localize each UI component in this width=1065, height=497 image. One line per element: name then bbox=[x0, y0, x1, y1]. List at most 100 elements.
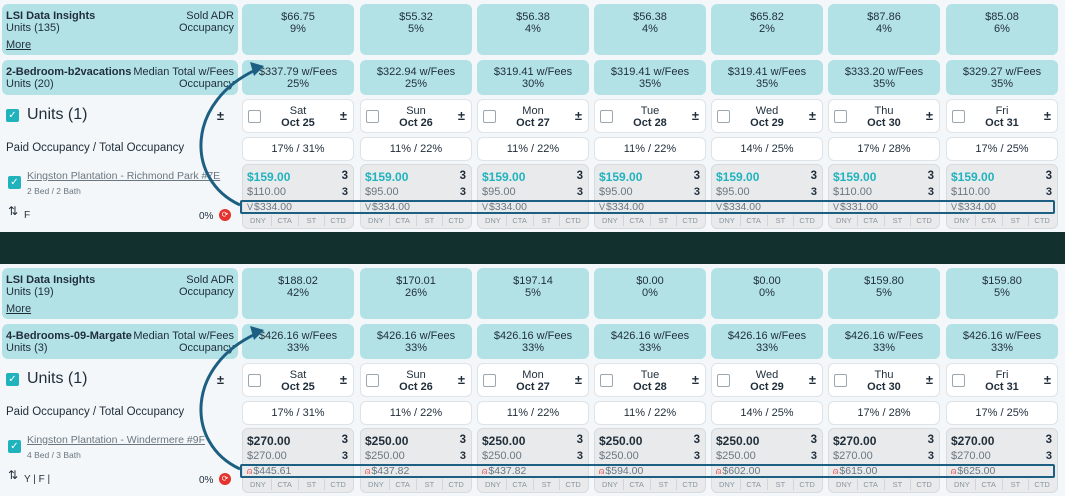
expand-day-icon[interactable]: ± bbox=[457, 108, 465, 123]
date-header-cell[interactable]: Tue Oct 28 ± bbox=[594, 363, 706, 397]
restriction-dny[interactable]: DNY bbox=[714, 479, 741, 490]
date-header-cell[interactable]: Mon Oct 27 ± bbox=[477, 99, 589, 133]
restriction-st[interactable]: ST bbox=[299, 215, 326, 226]
restriction-st[interactable]: ST bbox=[417, 215, 444, 226]
rate-cell[interactable]: $270.00 3 $270.00 3 ⍝$615.00 DNY CTA ST CTD bbox=[828, 428, 940, 493]
nightly-price[interactable]: $270.00 bbox=[247, 434, 291, 448]
restriction-cta[interactable]: CTA bbox=[390, 215, 417, 226]
rate-cell[interactable]: $159.00 3 $95.00 3 V$334.00 DNY CTA ST CTD bbox=[477, 164, 589, 229]
nightly-price[interactable]: $159.00 bbox=[247, 170, 291, 184]
restriction-st[interactable]: ST bbox=[417, 479, 444, 490]
restriction-st[interactable]: ST bbox=[1003, 479, 1030, 490]
expand-day-icon[interactable]: ± bbox=[808, 108, 816, 123]
date-header-cell[interactable]: Wed Oct 29 ± bbox=[711, 363, 823, 397]
sync-icon[interactable]: ⟳ bbox=[219, 209, 231, 221]
restriction-st[interactable]: ST bbox=[651, 215, 678, 226]
date-header-cell[interactable]: Sat Oct 25 ± bbox=[242, 363, 354, 397]
restriction-st[interactable]: ST bbox=[534, 479, 561, 490]
nightly-price[interactable]: $159.00 bbox=[716, 170, 760, 184]
date-checkbox[interactable] bbox=[366, 110, 379, 123]
property-name-link[interactable]: Kingston Plantation - Richmond Park #7E bbox=[27, 170, 221, 182]
expand-day-icon[interactable]: ± bbox=[574, 108, 582, 123]
min-price[interactable]: $95.00 bbox=[365, 186, 399, 198]
restriction-ctd[interactable]: CTD bbox=[682, 480, 698, 489]
restriction-cta[interactable]: CTA bbox=[390, 479, 417, 490]
restriction-dny[interactable]: DNY bbox=[245, 215, 272, 226]
date-header-cell[interactable]: Sun Oct 26 ± bbox=[360, 363, 472, 397]
restriction-cta[interactable]: CTA bbox=[858, 479, 885, 490]
date-header-cell[interactable]: Tue Oct 28 ± bbox=[594, 99, 706, 133]
more-link[interactable]: More bbox=[6, 39, 32, 51]
restriction-dny[interactable]: DNY bbox=[597, 479, 624, 490]
restriction-dny[interactable]: DNY bbox=[245, 479, 272, 490]
rate-cell[interactable]: $250.00 3 $250.00 3 ⍝$437.82 DNY CTA ST CTD bbox=[477, 428, 589, 493]
restriction-ctd[interactable]: CTD bbox=[565, 480, 581, 489]
nightly-price[interactable]: $159.00 bbox=[365, 170, 409, 184]
restriction-dny[interactable]: DNY bbox=[949, 215, 976, 226]
nightly-price[interactable]: $270.00 bbox=[951, 434, 995, 448]
rate-cell[interactable]: $250.00 3 $250.00 3 ⍝$594.00 DNY CTA ST CTD bbox=[594, 428, 706, 493]
restriction-st[interactable]: ST bbox=[885, 479, 912, 490]
date-checkbox[interactable] bbox=[600, 110, 613, 123]
expand-day-icon[interactable]: ± bbox=[691, 372, 699, 387]
expand-all-icon[interactable]: ± bbox=[216, 108, 224, 123]
date-header-cell[interactable]: Thu Oct 30 ± bbox=[828, 99, 940, 133]
min-price[interactable]: $270.00 bbox=[833, 450, 873, 462]
restriction-cta[interactable]: CTA bbox=[741, 215, 768, 226]
restriction-cta[interactable]: CTA bbox=[741, 479, 768, 490]
restriction-dny[interactable]: DNY bbox=[831, 479, 858, 490]
rate-cell[interactable]: $159.00 3 $95.00 3 V$334.00 DNY CTA ST CTD bbox=[360, 164, 472, 229]
property-checkbox[interactable]: ✓ bbox=[8, 440, 21, 453]
rate-cell[interactable]: $159.00 3 $110.00 3 V$334.00 DNY CTA ST CTD bbox=[946, 164, 1058, 229]
date-header-cell[interactable]: Wed Oct 29 ± bbox=[711, 99, 823, 133]
date-checkbox[interactable] bbox=[834, 110, 847, 123]
restriction-ctd[interactable]: CTD bbox=[682, 216, 698, 225]
restriction-st[interactable]: ST bbox=[768, 215, 795, 226]
min-price[interactable]: $250.00 bbox=[716, 450, 756, 462]
rate-cell[interactable]: $159.00 3 $95.00 3 V$334.00 DNY CTA ST CTD bbox=[711, 164, 823, 229]
restriction-cta[interactable]: CTA bbox=[976, 479, 1003, 490]
restriction-st[interactable]: ST bbox=[885, 215, 912, 226]
min-price[interactable]: $270.00 bbox=[951, 450, 991, 462]
min-price[interactable]: $110.00 bbox=[247, 186, 286, 198]
date-header-cell[interactable]: Sat Oct 25 ± bbox=[242, 99, 354, 133]
restriction-cta[interactable]: CTA bbox=[272, 479, 299, 490]
nightly-price[interactable]: $270.00 bbox=[833, 434, 877, 448]
restriction-cta[interactable]: CTA bbox=[272, 215, 299, 226]
date-checkbox[interactable] bbox=[952, 374, 965, 387]
min-price[interactable]: $110.00 bbox=[833, 186, 872, 198]
property-name-link[interactable]: Kingston Plantation - Windermere #9F bbox=[27, 434, 206, 446]
expand-day-icon[interactable]: ± bbox=[339, 372, 347, 387]
min-price[interactable]: $95.00 bbox=[599, 186, 633, 198]
rate-cell[interactable]: $159.00 3 $110.00 3 V$334.00 DNY CTA ST CTD bbox=[242, 164, 354, 229]
property-checkbox[interactable]: ✓ bbox=[8, 176, 21, 189]
expand-day-icon[interactable]: ± bbox=[925, 372, 933, 387]
date-checkbox[interactable] bbox=[366, 374, 379, 387]
restriction-cta[interactable]: CTA bbox=[507, 215, 534, 226]
expand-day-icon[interactable]: ± bbox=[1043, 108, 1051, 123]
restriction-ctd[interactable]: CTD bbox=[916, 216, 932, 225]
restriction-dny[interactable]: DNY bbox=[949, 479, 976, 490]
expand-day-icon[interactable]: ± bbox=[339, 108, 347, 123]
restriction-dny[interactable]: DNY bbox=[714, 215, 741, 226]
sort-arrows-icon[interactable]: ⇅ bbox=[8, 468, 19, 482]
restriction-ctd[interactable]: CTD bbox=[799, 480, 815, 489]
restriction-st[interactable]: ST bbox=[1003, 215, 1030, 226]
restriction-ctd[interactable]: CTD bbox=[1034, 480, 1050, 489]
restriction-ctd[interactable]: CTD bbox=[448, 216, 464, 225]
date-header-cell[interactable]: Mon Oct 27 ± bbox=[477, 363, 589, 397]
date-header-cell[interactable]: Thu Oct 30 ± bbox=[828, 363, 940, 397]
min-price[interactable]: $270.00 bbox=[247, 450, 287, 462]
restriction-cta[interactable]: CTA bbox=[624, 215, 651, 226]
rate-cell[interactable]: $270.00 3 $270.00 3 ⍝$625.00 DNY CTA ST CTD bbox=[946, 428, 1058, 493]
date-checkbox[interactable] bbox=[717, 374, 730, 387]
nightly-price[interactable]: $159.00 bbox=[951, 170, 995, 184]
restriction-dny[interactable]: DNY bbox=[597, 215, 624, 226]
date-header-cell[interactable]: Fri Oct 31 ± bbox=[946, 363, 1058, 397]
restriction-ctd[interactable]: CTD bbox=[916, 480, 932, 489]
min-price[interactable]: $250.00 bbox=[599, 450, 639, 462]
expand-all-icon[interactable]: ± bbox=[216, 372, 224, 387]
nightly-price[interactable]: $250.00 bbox=[599, 434, 643, 448]
restriction-ctd[interactable]: CTD bbox=[799, 216, 815, 225]
nightly-price[interactable]: $250.00 bbox=[365, 434, 409, 448]
